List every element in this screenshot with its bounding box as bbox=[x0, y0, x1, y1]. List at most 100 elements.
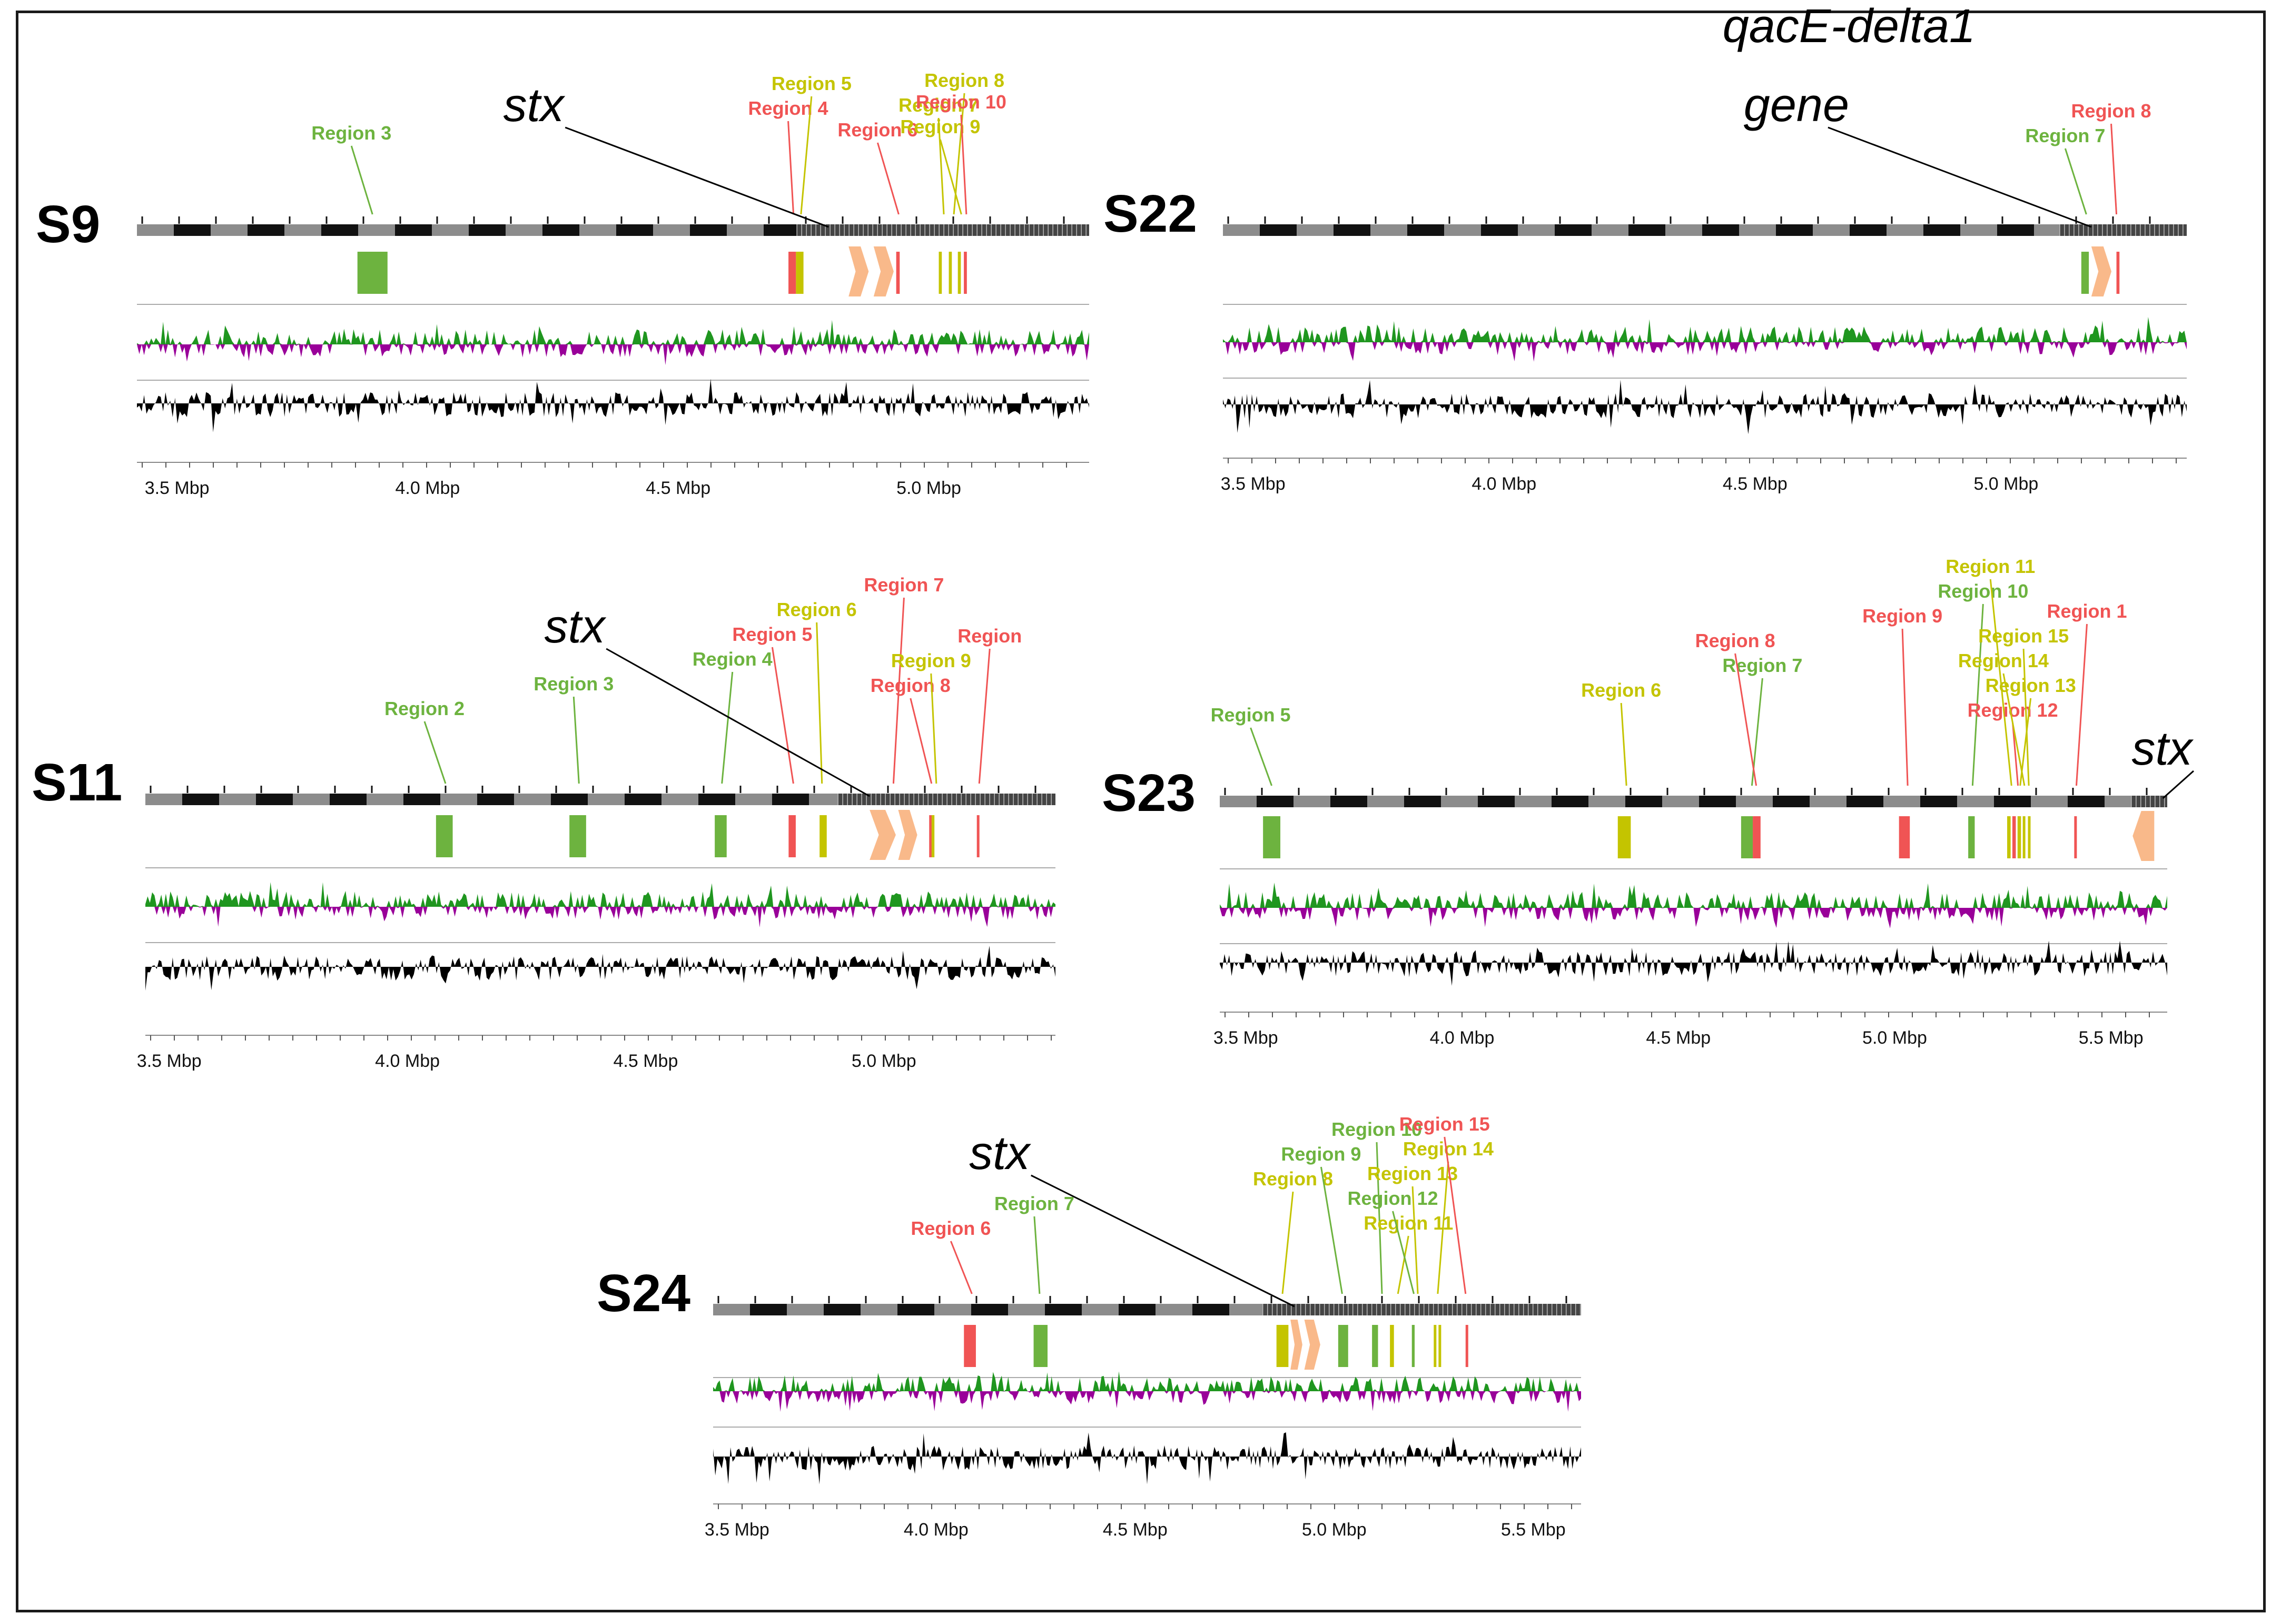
region-features bbox=[2081, 246, 2120, 296]
region-feature bbox=[896, 252, 900, 294]
axis-tick-label: 5.5 Mbp bbox=[1501, 1520, 1566, 1540]
region-features bbox=[964, 1320, 1468, 1370]
region-feature bbox=[1899, 816, 1910, 858]
region-feature bbox=[1390, 1325, 1394, 1367]
axis-tick-label: 5.0 Mbp bbox=[1302, 1520, 1367, 1540]
region-feature bbox=[2012, 816, 2016, 858]
region-feature bbox=[2017, 816, 2021, 858]
stx-leader bbox=[1031, 1174, 1295, 1308]
region-feature bbox=[873, 246, 894, 296]
callout-leader bbox=[1397, 1235, 1409, 1294]
gene-label: qacE-delta1 bbox=[1723, 0, 1976, 53]
region-label: Region 1 bbox=[2047, 600, 2127, 622]
gc-content-negative bbox=[713, 1391, 1581, 1412]
region-feature bbox=[1968, 816, 1975, 858]
panel-title: S9 bbox=[36, 195, 100, 254]
region-feature bbox=[1372, 1325, 1378, 1367]
callout-leader bbox=[1250, 727, 1272, 786]
region-feature bbox=[939, 252, 942, 294]
region-features bbox=[1263, 811, 2155, 861]
axis-tick-label: 4.5 Mbp bbox=[1723, 474, 1788, 494]
callout-leader bbox=[1971, 603, 1984, 786]
callout-leader bbox=[1734, 653, 1757, 786]
callout-leader bbox=[2012, 722, 2019, 786]
region-feature bbox=[2007, 816, 2011, 858]
region-label: Region 9 bbox=[900, 116, 980, 137]
region-feature bbox=[949, 252, 952, 294]
axis-tick-label: 3.5 Mbp bbox=[1221, 474, 1286, 494]
region-feature bbox=[870, 810, 896, 860]
callout-leader bbox=[1437, 1161, 1449, 1294]
figure-frame bbox=[16, 11, 2266, 1612]
callout-leader bbox=[771, 647, 794, 784]
stx-leader bbox=[565, 126, 829, 228]
panel-s23: S23 3.5 Mbp 4.0 Mbp 4.5 Mbp 5.0 Mbp 5.5 Mbp Re… bbox=[1102, 556, 2194, 1048]
region-label: Region 6 bbox=[1581, 679, 1661, 701]
callout-leader bbox=[423, 721, 447, 784]
gene-label: stx bbox=[545, 600, 607, 653]
gc-content-positive bbox=[713, 1371, 1581, 1391]
region-label: Region 14 bbox=[1958, 650, 2049, 671]
region-feature bbox=[1033, 1325, 1048, 1367]
axis-tick-label: 4.5 Mbp bbox=[1646, 1028, 1711, 1048]
region-feature bbox=[931, 815, 935, 857]
callout-leader bbox=[930, 673, 937, 784]
region-label: Region 3 bbox=[311, 122, 391, 144]
region-feature bbox=[357, 252, 388, 294]
gene-label-line2: gene bbox=[1744, 79, 1849, 132]
gc-skew-track bbox=[1220, 940, 2167, 986]
region-feature bbox=[788, 815, 796, 857]
region-label: Region 15 bbox=[1978, 625, 2069, 647]
axis-tick-label: 4.5 Mbp bbox=[1103, 1520, 1168, 1540]
region-label: Region 6 bbox=[777, 599, 857, 620]
panel-title: S11 bbox=[32, 753, 122, 812]
region-label: Region 14 bbox=[1403, 1138, 1494, 1160]
region-label: Region 6 bbox=[911, 1217, 991, 1239]
region-label: Region 9 bbox=[891, 650, 971, 671]
axis-tick-label: 4.0 Mbp bbox=[395, 478, 460, 498]
callout-leader bbox=[876, 142, 900, 215]
gene-label: stx bbox=[503, 79, 566, 132]
callout-leader bbox=[787, 121, 795, 215]
callout-leader bbox=[816, 622, 823, 784]
panel-title: S22 bbox=[1103, 184, 1197, 243]
gene-label: stx bbox=[969, 1127, 1031, 1180]
region-label: Region 12 bbox=[1347, 1187, 1438, 1209]
region-feature bbox=[2116, 252, 2120, 294]
region-label: Region 13 bbox=[1367, 1163, 1458, 1184]
callout-leader bbox=[960, 114, 967, 215]
region-label: Region 8 bbox=[1253, 1168, 1333, 1190]
axis-tick-label: 5.0 Mbp bbox=[852, 1051, 916, 1071]
callout-leader bbox=[892, 597, 905, 784]
callout-leader bbox=[1620, 702, 1627, 786]
axis-tick-label: 4.0 Mbp bbox=[1430, 1028, 1495, 1048]
region-label: Region 7 bbox=[864, 574, 944, 596]
region-feature bbox=[898, 810, 917, 860]
region-label: Region 2 bbox=[384, 698, 465, 719]
panel-s11: S11 3.5 Mbp 4.0 Mbp 4.5 Mbp 5.0 Mbp Region 2 R… bbox=[32, 574, 1055, 1071]
region-label: Region 7 bbox=[994, 1193, 1074, 1214]
panel-s9: S9 3.5 Mbp 4.0 Mbp 4.5 Mbp 5.0 Mbp Region 3 Re… bbox=[36, 70, 1089, 498]
region-feature bbox=[788, 252, 796, 294]
region-label: Region 8 bbox=[924, 70, 1004, 91]
stx-leader bbox=[606, 648, 870, 797]
region-feature bbox=[436, 815, 453, 857]
axis-tick-label: 3.5 Mbp bbox=[137, 1051, 202, 1071]
axis-tick-label: 5.0 Mbp bbox=[896, 478, 961, 498]
callout-leader bbox=[1444, 1136, 1467, 1294]
region-feature bbox=[976, 815, 980, 857]
region-features bbox=[357, 246, 967, 296]
axis-tick-label: 4.5 Mbp bbox=[646, 478, 710, 498]
region-label: Region 8 bbox=[871, 675, 951, 696]
region-label: Region 6 bbox=[837, 119, 917, 141]
callout-leader bbox=[1281, 1191, 1294, 1294]
region-feature bbox=[2081, 252, 2089, 294]
gc-content-positive bbox=[1220, 883, 2167, 908]
region-label: Region 12 bbox=[1968, 699, 2058, 721]
ideogram-bar bbox=[713, 1296, 1581, 1315]
callout-leader bbox=[2022, 648, 2030, 786]
region-label: Region 10 bbox=[1938, 580, 2028, 602]
panel-title: S23 bbox=[1102, 764, 1196, 823]
axis-tick-label: 4.0 Mbp bbox=[904, 1520, 969, 1540]
